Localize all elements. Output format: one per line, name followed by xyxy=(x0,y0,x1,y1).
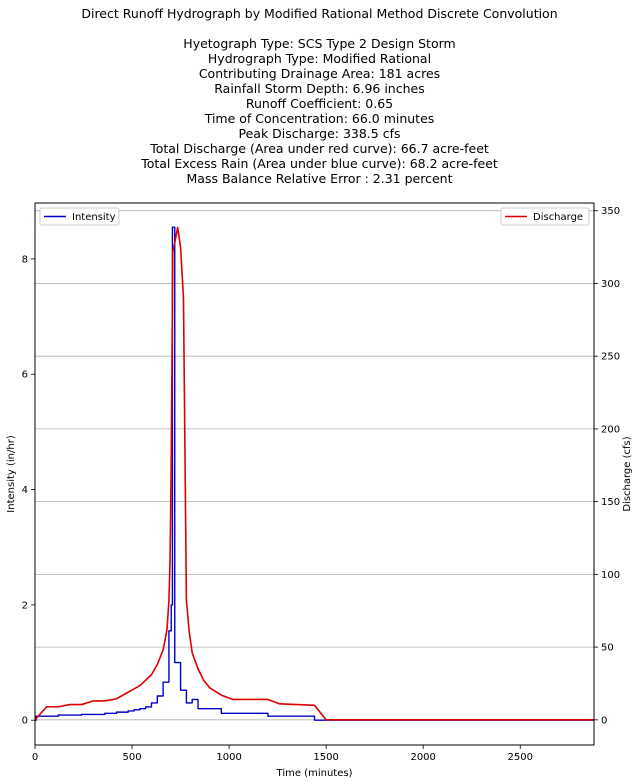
subtitle-hydrograph-type: Hydrograph Type: Modified Rational xyxy=(207,51,432,66)
legend-discharge: Discharge xyxy=(500,207,590,226)
right-y-tick-label: 250 xyxy=(601,352,620,363)
subtitle-mass-balance-error: Mass Balance Relative Error : 2.31 perce… xyxy=(186,171,453,186)
right-axis-ticks: 0 50 100 150 200 250 300 350 xyxy=(594,206,620,726)
chart-title-block: Direct Runoff Hydrograph by Modified Rat… xyxy=(0,6,639,186)
chart-title: Direct Runoff Hydrograph by Modified Rat… xyxy=(81,6,558,21)
legend-intensity: Intensity xyxy=(39,207,120,226)
left-y-tick-label: 4 xyxy=(22,485,28,496)
subtitle-runoff-coefficient: Runoff Coefficient: 0.65 xyxy=(245,96,394,111)
x-axis-label: Time (minutes) xyxy=(276,768,353,779)
intensity-series-line xyxy=(35,226,594,721)
right-y-axis-label: Discharge (cfs) xyxy=(622,436,633,511)
series-layer xyxy=(34,226,594,721)
x-tick-label: 500 xyxy=(123,752,142,763)
x-tick-label: 0 xyxy=(32,752,38,763)
left-y-tick-label: 0 xyxy=(22,716,28,727)
subtitle-storm-depth: Rainfall Storm Depth: 6.96 inches xyxy=(214,81,425,96)
right-y-tick-label: 0 xyxy=(601,715,607,726)
x-tick-label: 1500 xyxy=(313,752,338,763)
discharge-series-line xyxy=(34,226,594,721)
left-y-tick-label: 8 xyxy=(22,254,28,265)
left-y-tick-label: 6 xyxy=(22,370,28,381)
left-y-axis-label: Intensity (in/hr) xyxy=(6,435,17,513)
x-tick-label: 2000 xyxy=(410,752,435,763)
right-y-tick-label: 300 xyxy=(601,279,620,290)
grid-lines xyxy=(35,210,594,721)
right-y-tick-label: 150 xyxy=(601,497,620,508)
x-axis-ticks: 0 500 1000 1500 2000 2500 xyxy=(32,745,533,763)
subtitle-time-of-concentration: Time of Concentration: 66.0 minutes xyxy=(204,111,435,126)
left-y-tick-label: 2 xyxy=(22,600,28,611)
left-axis-ticks: 0 2 4 6 8 xyxy=(22,254,35,727)
subtitle-peak-discharge: Peak Discharge: 338.5 cfs xyxy=(238,126,401,141)
x-tick-label: 1000 xyxy=(216,752,241,763)
x-tick-label: 2500 xyxy=(508,752,533,763)
right-y-tick-label: 200 xyxy=(601,424,620,435)
subtitle-drainage-area: Contributing Drainage Area: 181 acres xyxy=(198,66,441,81)
subtitle-total-excess-rain: Total Excess Rain (Area under blue curve… xyxy=(141,156,498,171)
plot-frame xyxy=(34,202,595,746)
legend-intensity-label: Intensity xyxy=(72,212,116,223)
subtitle-hyetograph-type: Hyetograph Type: SCS Type 2 Design Storm xyxy=(183,36,456,51)
right-y-tick-label: 50 xyxy=(601,643,614,654)
subtitle-total-discharge: Total Discharge (Area under red curve): … xyxy=(150,141,489,156)
right-y-tick-label: 350 xyxy=(601,206,620,217)
legend-discharge-label: Discharge xyxy=(533,212,583,223)
right-y-tick-label: 100 xyxy=(601,570,620,581)
